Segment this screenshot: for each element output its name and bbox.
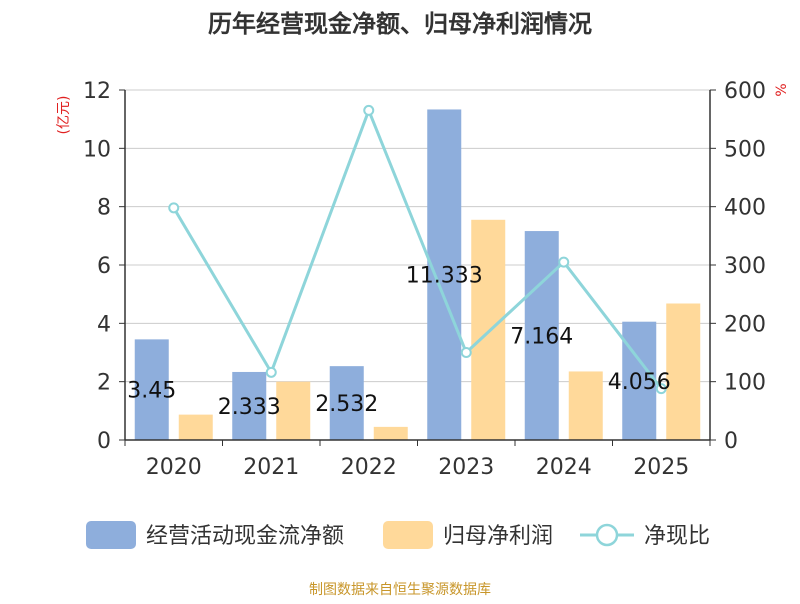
bar [427,109,462,441]
left-axis-tick-label: 4 [97,312,111,337]
left-axis-tick-label: 12 [83,79,111,104]
right-axis-unit: % [774,83,790,96]
bar [373,426,408,440]
bar-value-label: 2.333 [218,395,281,420]
x-axis-tick-label: 2025 [633,455,689,480]
bar [524,231,559,440]
bar-value-label: 4.056 [608,370,671,395]
legend-label: 经营活动现金流净额 [146,524,344,549]
bar [276,381,311,440]
left-axis-tick-label: 6 [97,254,111,279]
right-axis-tick-label: 400 [724,196,766,221]
right-axis-tick-label: 100 [724,371,766,396]
legend-label: 归母净利润 [443,524,553,549]
bar [666,303,701,440]
ratio-point [558,256,570,268]
ratio-line [168,104,667,395]
bar [178,414,213,440]
left-axis-tick-label: 2 [97,371,111,396]
x-axis-tick-label: 2020 [146,455,202,480]
right-axis-tick-label: 500 [724,137,766,162]
bar [471,219,506,440]
bar [134,339,169,440]
legend: 经营活动现金流净额 归母净利润 净现比 [86,521,710,549]
x-axis-tick-label: 2024 [536,455,592,480]
x-axis-tick-label: 2023 [438,455,494,480]
legend-marker [595,523,619,547]
axes: 0 2 4 6 8 10 12 0 100 200 300 400 500 600 2020 2021 2022… [83,79,766,480]
ratio-point [168,202,180,214]
bar-value-label: 3.45 [127,379,176,404]
bar-value-label: 2.532 [315,392,378,417]
ratio-point [265,366,277,378]
left-axis-tick-label: 0 [97,429,111,454]
grid [125,89,710,383]
right-axis-tick-label: 200 [724,312,766,337]
right-axis-tick-label: 600 [724,79,766,104]
legend-label: 净现比 [644,524,710,549]
ratio-line-path [172,106,663,390]
x-axis-tick-label: 2021 [243,455,299,480]
ratio-point [655,383,667,395]
left-axis-tick-label: 8 [97,196,111,221]
right-axis-tick-label: 300 [724,254,766,279]
bar [568,371,603,440]
legend-swatch [86,521,136,549]
chart-title: 历年经营现金净额、归母净利润情况 [208,10,592,38]
left-axis-unit: (亿元) [56,96,72,135]
bars [134,109,701,441]
ratio-point [460,347,472,358]
bar [232,371,267,440]
left-axis-tick-label: 10 [83,137,111,162]
x-axis-tick-label: 2022 [341,455,397,480]
ratio-point [363,104,375,116]
bar-value-label: 7.164 [510,325,573,350]
bar [329,366,364,440]
legend-swatch [383,521,433,549]
bar [622,321,657,440]
bar-value-label: 11.333 [406,264,483,289]
source-note: 制图数据来自恒生聚源数据库 [309,582,491,598]
data-labels: 3.45 2.333 2.532 11.333 7.164 4.056 [127,264,670,420]
right-axis-tick-label: 0 [724,429,738,454]
